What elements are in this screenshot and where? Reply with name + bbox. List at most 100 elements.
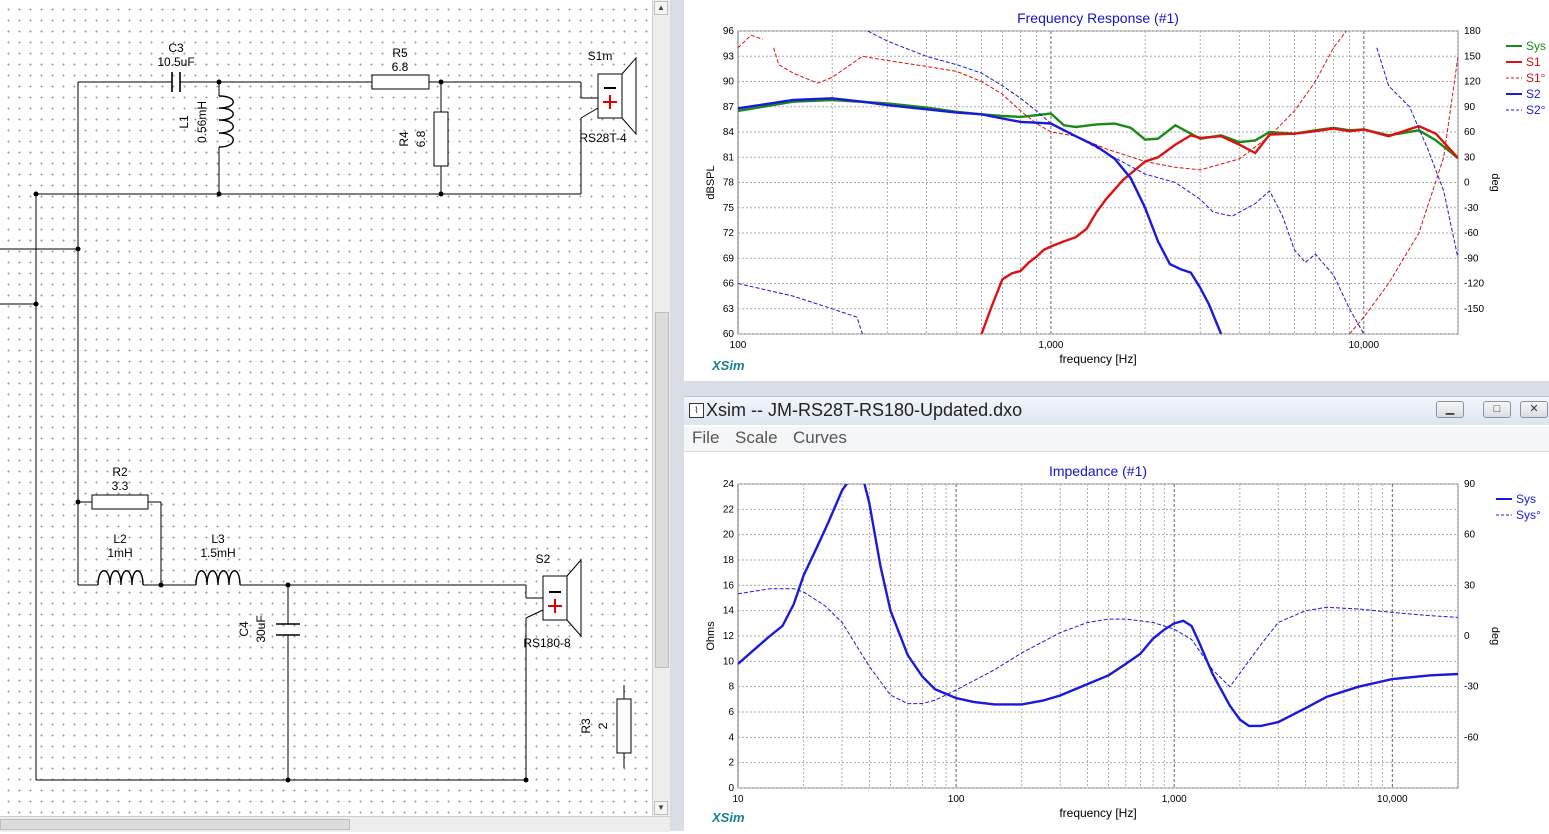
x-tick-label: 1,000 xyxy=(1162,794,1187,805)
speaker-s1m[interactable] xyxy=(580,56,637,136)
label-l2-value: 1mH xyxy=(107,546,132,560)
menu-curves[interactable]: Curves xyxy=(793,428,847,447)
frequency-response-window[interactable]: Frequency Response (#1) 60 63 66 69 72 75 78 81 8… xyxy=(684,0,1549,381)
scroll-up-button[interactable]: ▲ xyxy=(654,1,668,15)
resistor-r5[interactable] xyxy=(371,74,430,90)
schematic-drawing[interactable]: C3 10.5uF L1 0.56mH R5 6.8 R4 6.8 S1m RS… xyxy=(0,0,652,816)
schematic-vertical-scrollbar[interactable]: ▲ ▼ xyxy=(652,0,671,816)
y2-tick-label: 30 xyxy=(1464,580,1476,591)
xsim-watermark: XSim xyxy=(711,810,745,825)
label-l3-value: 1.5mH xyxy=(200,546,235,560)
x-tick-label: 1,000 xyxy=(1038,340,1063,351)
inductor-l2[interactable] xyxy=(97,570,144,586)
maximize-button[interactable]: □ xyxy=(1483,401,1511,418)
y2-tick-label: 60 xyxy=(1464,530,1476,541)
y-tick-label: 20 xyxy=(723,530,735,541)
schematic-canvas[interactable]: C3 10.5uF L1 0.56mH R5 6.8 R4 6.8 S1m RS… xyxy=(0,0,652,816)
series-line-s2 xyxy=(738,97,1223,334)
legend-label: Sys xyxy=(1526,39,1546,53)
xsim-app-icon: ⌇ xyxy=(689,403,704,418)
series-line-s1-phase xyxy=(738,31,1458,334)
y2-tick-label: 90 xyxy=(1464,479,1476,490)
y2-tick-label: -90 xyxy=(1464,253,1479,264)
label-r5-ref: R5 xyxy=(392,46,408,60)
y2-tick-label: -60 xyxy=(1464,732,1479,743)
schematic-horizontal-scrollbar[interactable] xyxy=(0,816,670,832)
capacitor-c3[interactable] xyxy=(166,72,185,92)
scroll-thumb[interactable] xyxy=(655,312,669,668)
frequency-response-chart[interactable]: Frequency Response (#1) 60 63 66 69 72 75 78 81 8… xyxy=(684,0,1549,381)
label-s1m-ref: S1m xyxy=(588,49,613,63)
chart-title: Frequency Response (#1) xyxy=(1017,10,1179,26)
scroll-down-button[interactable]: ▼ xyxy=(654,801,668,815)
capacitor-c4[interactable] xyxy=(276,623,300,636)
close-button[interactable]: ✕ xyxy=(1520,401,1548,418)
speaker-s2[interactable] xyxy=(525,558,582,638)
minimize-button[interactable]: ▁ xyxy=(1436,401,1464,418)
label-s2-ref: S2 xyxy=(536,552,551,566)
chart-title: Impedance (#1) xyxy=(1049,463,1147,479)
inductor-l3[interactable] xyxy=(195,570,241,586)
menu-file[interactable]: File xyxy=(692,428,720,447)
label-r3-ref: R3 xyxy=(579,718,593,734)
label-r4-value: 6.8 xyxy=(414,130,428,147)
y2-tick-label: -150 xyxy=(1464,304,1484,315)
series-group xyxy=(738,484,1458,728)
legend-label: S2 xyxy=(1526,87,1541,101)
y-axis-label: dBSPL xyxy=(705,165,717,199)
series-line-s1 xyxy=(980,124,1458,334)
x-tick-label: 10,000 xyxy=(1349,340,1380,351)
horizontal-scroll-thumb[interactable] xyxy=(0,819,350,830)
legend-label: Sys xyxy=(1516,492,1536,506)
series-line-s2-phase xyxy=(738,31,1458,334)
label-r3-value: 2 xyxy=(596,722,610,729)
inductor-l1[interactable] xyxy=(218,95,234,148)
label-l1-ref: L1 xyxy=(177,115,191,129)
x-axis-label: frequency [Hz] xyxy=(1059,806,1136,820)
impedance-window[interactable]: Impedance (#1) 0 2 4 6 8 10 12 14 16 18 20 22 24 -60 -3… xyxy=(684,452,1549,831)
x-axis-label: frequency [Hz] xyxy=(1059,352,1136,366)
y-tick-label: 63 xyxy=(723,304,735,315)
y-tick-label: 24 xyxy=(723,479,735,490)
series-line-sys xyxy=(738,484,1458,728)
menu-scale[interactable]: Scale xyxy=(735,428,778,447)
series-group xyxy=(738,31,1458,334)
y-tick-label: 0 xyxy=(728,783,734,794)
schematic-wires xyxy=(0,81,625,781)
label-l3-ref: L3 xyxy=(211,532,225,546)
resistor-r3[interactable] xyxy=(616,698,632,754)
y-tick-label: 72 xyxy=(723,228,735,239)
label-c3-value: 10.5uF xyxy=(157,55,194,69)
window-divider xyxy=(670,0,684,831)
x-tick-label: 10 xyxy=(732,794,744,805)
y-tick-label: 2 xyxy=(728,758,734,769)
label-s2-value: RS180-8 xyxy=(523,636,571,650)
y-tick-label: 66 xyxy=(723,279,735,290)
x-tick-label: 100 xyxy=(948,794,965,805)
y-tick-label: 6 xyxy=(728,707,734,718)
schematic-junctions xyxy=(33,79,529,783)
y2-tick-label: 120 xyxy=(1464,77,1481,88)
y-tick-label: 4 xyxy=(728,732,734,743)
y-tick-label: 78 xyxy=(723,178,735,189)
y2-tick-label: 180 xyxy=(1464,26,1481,37)
impedance-window-titlebar[interactable]: ⌇ Xsim -- JM-RS28T-RS180-Updated.dxo ▁ □… xyxy=(684,396,1549,425)
y2-tick-label: -60 xyxy=(1464,228,1479,239)
legend-label: S1° xyxy=(1526,71,1546,85)
y-tick-label: 12 xyxy=(723,631,735,642)
legend-label: S1 xyxy=(1526,55,1541,69)
resistor-r4[interactable] xyxy=(433,111,449,167)
y2-axis-label: deg xyxy=(1489,173,1501,191)
y-tick-label: 16 xyxy=(723,580,735,591)
y-tick-label: 10 xyxy=(723,656,735,667)
y-tick-label: 18 xyxy=(723,555,735,566)
y2-tick-label: 150 xyxy=(1464,51,1481,62)
y2-tick-label: -30 xyxy=(1464,682,1479,693)
impedance-chart[interactable]: Impedance (#1)024681012141618202224-60-3… xyxy=(684,452,1549,831)
y-tick-label: 69 xyxy=(723,253,735,264)
x-tick-label: 10,000 xyxy=(1377,794,1408,805)
resistor-r2[interactable] xyxy=(91,494,149,510)
y-tick-label: 22 xyxy=(723,504,735,515)
window-gap xyxy=(684,381,1549,396)
label-c4-value: 30uF xyxy=(254,615,268,642)
